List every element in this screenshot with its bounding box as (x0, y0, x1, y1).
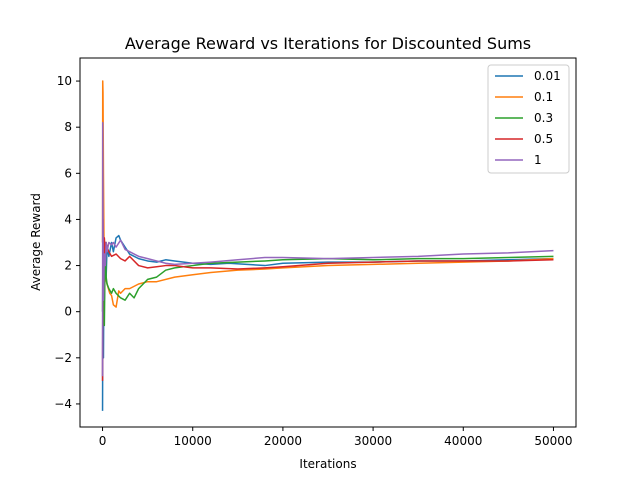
legend-label: 0.1 (534, 90, 553, 104)
x-tick-label: 0 (99, 434, 107, 448)
legend-box (487, 64, 570, 174)
x-tick-label: 30000 (354, 434, 392, 448)
y-axis-ticks: −4 −2 0 2 4 6 8 10 (54, 74, 80, 411)
y-tick-label: −4 (54, 397, 72, 411)
x-tick-label: 20000 (264, 434, 302, 448)
y-tick-label: 0 (64, 305, 72, 319)
legend-label: 1 (534, 153, 542, 167)
legend-label: 0.3 (534, 111, 553, 125)
x-axis-ticks: 0 10000 20000 30000 40000 50000 (99, 427, 573, 448)
x-tick-label: 10000 (174, 434, 212, 448)
x-tick-label: 40000 (444, 434, 482, 448)
legend-label: 0.5 (534, 132, 553, 146)
legend-label: 0.01 (534, 69, 561, 83)
x-tick-label: 50000 (534, 434, 572, 448)
legend: 0.01 0.1 0.3 0.5 1 (487, 64, 570, 174)
y-tick-label: −2 (54, 351, 72, 365)
y-tick-label: 8 (64, 120, 72, 134)
y-tick-label: 10 (57, 74, 72, 88)
y-tick-label: 6 (64, 166, 72, 180)
y-tick-label: 2 (64, 259, 72, 273)
chart-title: Average Reward vs Iterations for Discoun… (125, 34, 531, 53)
plot-lines (101, 80, 554, 411)
y-axis-label: Average Reward (29, 193, 43, 291)
series-line-1 (101, 121, 554, 377)
axes-frame (79, 57, 577, 428)
legend-items: 0.01 0.1 0.3 0.5 1 (495, 69, 561, 167)
y-tick-label: 4 (64, 212, 72, 226)
x-axis-label: Iterations (299, 457, 356, 471)
